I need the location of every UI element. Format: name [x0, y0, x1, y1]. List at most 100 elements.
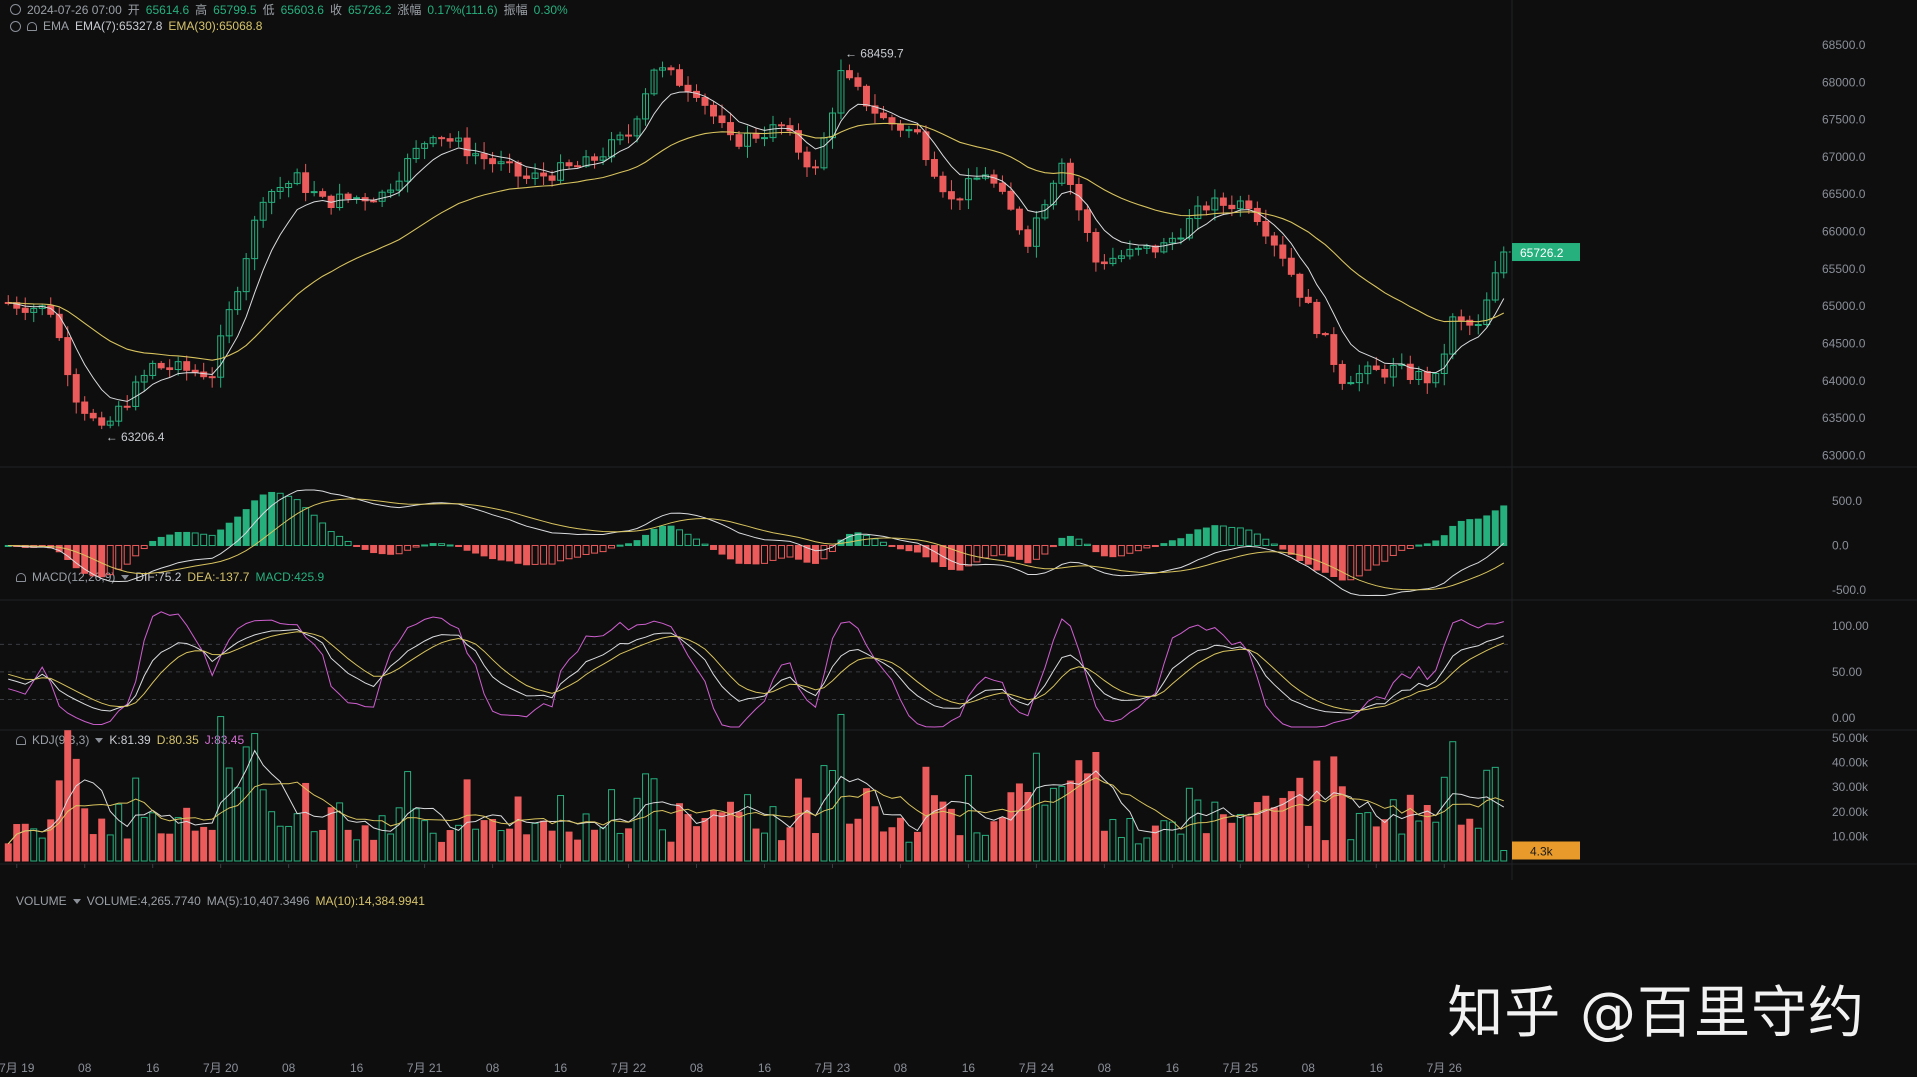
macd-histogram-bar [115, 544, 123, 570]
volume-bar [676, 803, 683, 862]
candle-body [455, 137, 463, 142]
volume-bar [1066, 780, 1074, 862]
candle-body [140, 374, 148, 383]
macd-histogram-bar [990, 544, 998, 557]
macd-histogram-bar [412, 544, 420, 548]
candle-body [21, 307, 29, 313]
time-axis-tick: 7月 20 [203, 1061, 239, 1075]
candle-body [89, 412, 97, 419]
alert-bell-icon[interactable] [27, 21, 37, 31]
ema7-line [8, 91, 1505, 402]
macd-histogram-bar [1279, 544, 1287, 550]
macd-histogram-bar [1236, 527, 1244, 546]
visibility-eye-icon[interactable] [10, 20, 21, 32]
macd-histogram-bar [157, 536, 165, 546]
macd-histogram-bar [871, 538, 879, 546]
macd-histogram-bar [276, 492, 284, 546]
volume-bar [38, 837, 46, 862]
candle-body [1185, 218, 1193, 239]
candle-body [234, 291, 242, 311]
macd-histogram-bar [981, 544, 989, 559]
volume-bar [421, 820, 429, 862]
macd-histogram-bar [1338, 544, 1346, 581]
volume-bar [803, 797, 811, 862]
volume-bar [1432, 821, 1440, 862]
volume-bar [837, 713, 845, 862]
candle-body [353, 197, 361, 200]
volume-bar [998, 817, 1006, 862]
volume-bar [319, 829, 327, 862]
macd-histogram-bar [242, 509, 250, 546]
macd-histogram-bar [404, 544, 412, 551]
current-volume-tag: 4.3k [1530, 844, 1554, 858]
candle-body [259, 201, 267, 221]
volume-bar [1474, 827, 1482, 862]
candle-body [1262, 220, 1270, 237]
low-price-marker: ← 63206.4 [106, 430, 165, 444]
time-axis-tick: 16 [962, 1061, 976, 1075]
volume-bar [1398, 833, 1406, 862]
candle-body [293, 172, 301, 185]
volume-bar [463, 779, 471, 862]
volume-bar [1092, 751, 1100, 862]
macd-histogram-bar [1083, 543, 1091, 546]
candle-body [1126, 248, 1134, 257]
volume-bar [718, 812, 726, 862]
macd-histogram-bar [55, 544, 63, 553]
candle-body [803, 151, 811, 168]
macd-histogram-bar [693, 538, 700, 546]
time-axis-tick: 16 [1166, 1061, 1180, 1075]
ema-indicator-name[interactable]: EMA [43, 19, 70, 33]
alert-bell-icon[interactable] [16, 735, 26, 745]
macd-histogram-bar [1194, 529, 1202, 546]
volume-bar [191, 830, 199, 862]
volume-bar [489, 819, 497, 862]
volume-bar [429, 832, 437, 862]
candle-body [625, 134, 633, 137]
macd-histogram-bar [361, 544, 369, 550]
volume-bar [659, 829, 667, 862]
volume-bar [310, 831, 318, 862]
chevron-down-icon[interactable] [72, 898, 81, 904]
candle-body [174, 361, 182, 371]
kdj-indicator-name[interactable]: KDJ(9,3,3) [32, 733, 90, 747]
macd-histogram-bar [395, 544, 403, 555]
volume-bar [625, 828, 633, 862]
macd-histogram-bar [1117, 544, 1125, 557]
visibility-eye-icon[interactable] [10, 4, 21, 15]
candle-body [251, 219, 259, 260]
volume-bar [387, 833, 395, 862]
candle-body [718, 115, 726, 124]
candle-body [761, 137, 768, 140]
volume-indicator-name[interactable]: VOLUME [16, 894, 67, 908]
macd-histogram-bar [913, 544, 921, 553]
volume-bar [913, 831, 921, 862]
macd-axis-tick: -500.0 [1832, 583, 1866, 597]
volume-bar [701, 818, 709, 862]
change-value: 0.17%(111.6) [427, 2, 498, 17]
chevron-down-icon[interactable] [95, 737, 104, 743]
kdj-axis-tick: 50.00 [1832, 665, 1862, 679]
chevron-down-icon[interactable] [121, 574, 130, 580]
volume-bar [1058, 785, 1066, 862]
macd-histogram-bar [1211, 525, 1219, 546]
candle-body [310, 191, 318, 194]
alert-bell-icon[interactable] [16, 572, 26, 582]
macd-histogram-bar [1355, 544, 1363, 577]
candle-body [344, 193, 352, 200]
macd-histogram-bar [200, 533, 208, 546]
macd-histogram-bar [633, 540, 641, 546]
candle-body [378, 191, 386, 202]
volume-bar [13, 824, 21, 862]
open-label: 开 [127, 3, 140, 17]
volume-bar [1083, 773, 1091, 862]
macd-histogram-bar [378, 544, 386, 555]
volume-bar [1415, 820, 1423, 862]
macd-histogram-bar [174, 532, 182, 546]
candle-body [710, 104, 717, 117]
macd-histogram-bar [905, 544, 913, 552]
macd-histogram-bar [1457, 520, 1465, 546]
candle-body [540, 172, 548, 177]
volume-bar [455, 824, 463, 862]
